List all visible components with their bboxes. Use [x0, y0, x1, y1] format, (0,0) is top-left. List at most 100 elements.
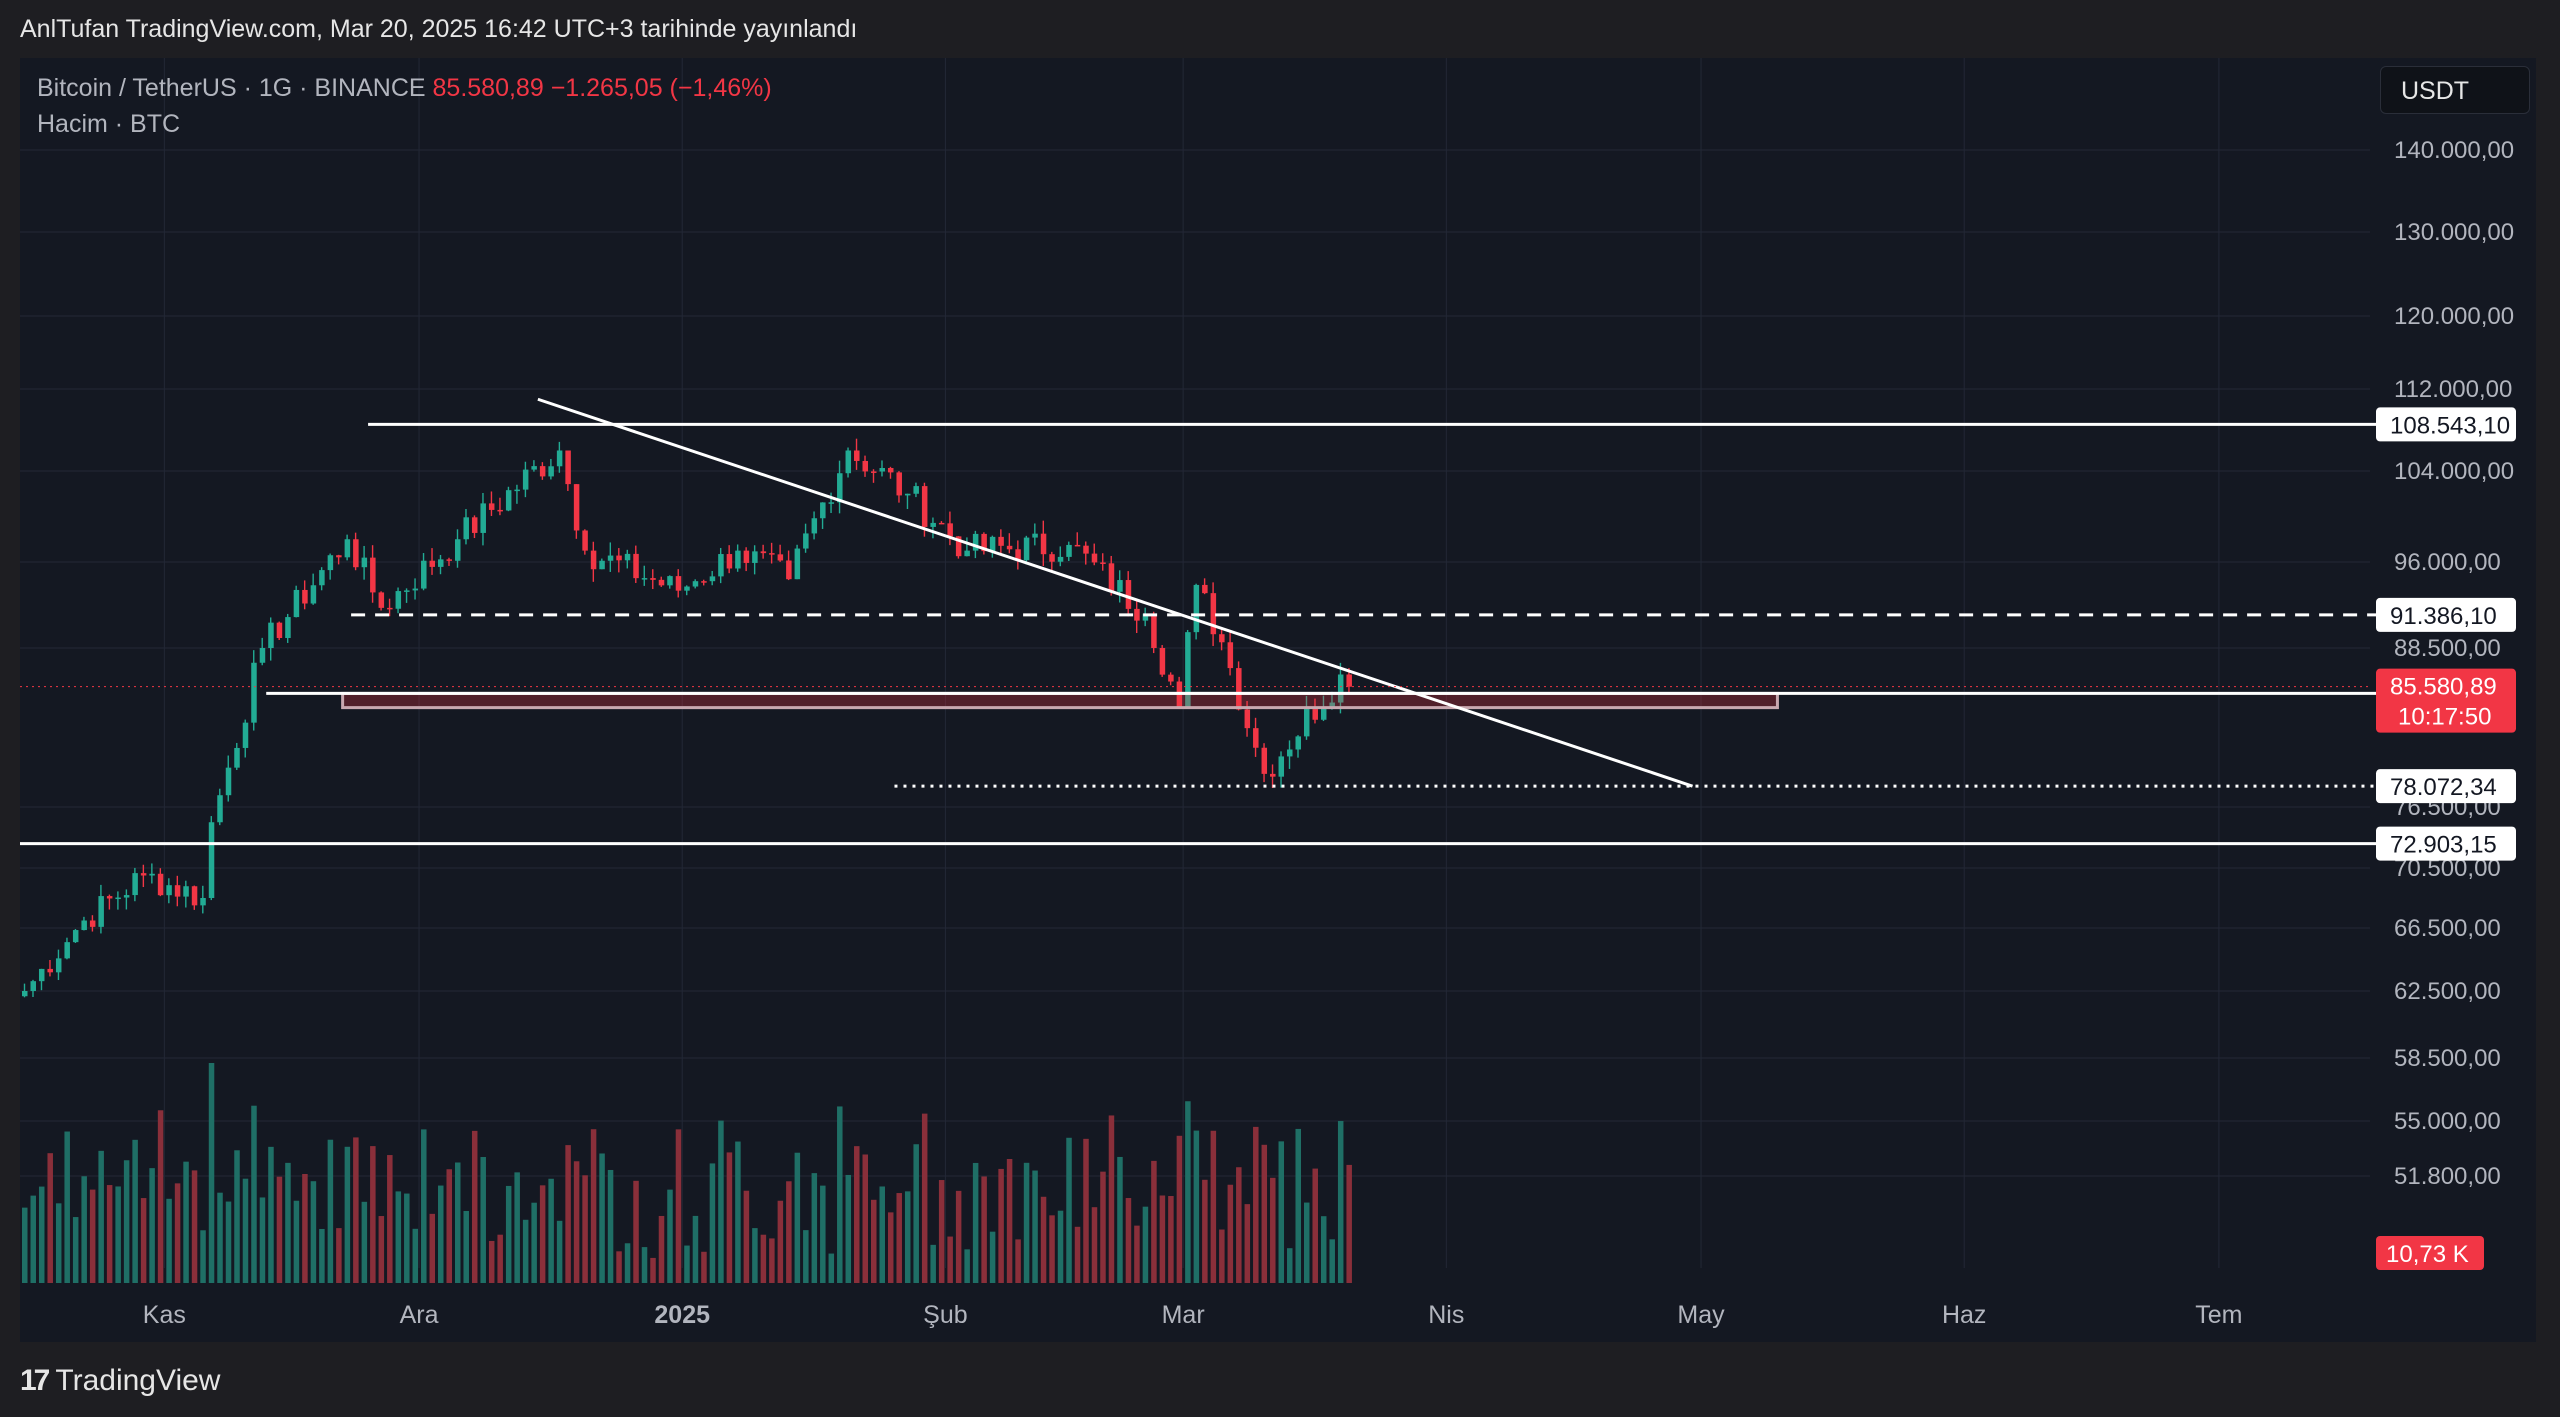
volume-bar	[1253, 1126, 1259, 1283]
volume-bar	[658, 1215, 665, 1283]
candle-body	[242, 722, 249, 748]
volume-bar	[650, 1257, 656, 1283]
volume-bar	[132, 1139, 138, 1283]
candle-body	[887, 467, 894, 473]
support-zone	[341, 691, 1779, 710]
volume-bar	[718, 1120, 724, 1283]
candle-body	[259, 648, 266, 663]
tradingview-brand[interactable]: 17 TradingView	[20, 1364, 220, 1398]
candle-body	[607, 555, 614, 561]
candle-body	[947, 523, 953, 537]
x-tick-label: May	[1677, 1301, 1725, 1329]
y-tick-label: 140.000,00	[2394, 137, 2514, 164]
candle-body	[387, 607, 393, 610]
volume-bar	[81, 1176, 87, 1283]
currency-button[interactable]: USDT	[2380, 66, 2530, 114]
candle-body	[98, 896, 104, 927]
candle-body	[183, 886, 189, 897]
volume-bar	[1185, 1101, 1191, 1283]
x-tick-label: Şub	[923, 1301, 967, 1329]
candle-body	[1049, 554, 1055, 562]
candle-body	[480, 503, 486, 533]
candle-body	[38, 968, 45, 982]
candle-body	[565, 450, 571, 485]
candle-body	[1185, 632, 1191, 708]
candle-body	[251, 662, 257, 723]
candle-body	[1125, 580, 1132, 609]
candle-body	[217, 795, 223, 823]
volume-bar	[1320, 1216, 1327, 1283]
volume-bar	[276, 1176, 283, 1283]
last-price-label: 85.580,89	[2390, 674, 2497, 701]
volume-bar	[64, 1131, 70, 1283]
volume-bar	[913, 1144, 919, 1283]
candle-body	[30, 981, 36, 991]
candle-body	[497, 509, 503, 512]
candle-body	[760, 551, 767, 554]
candle-body	[208, 822, 215, 898]
volume-bar	[573, 1161, 580, 1283]
volume-bar	[1108, 1115, 1115, 1283]
candle-body	[777, 554, 784, 561]
candle-body	[879, 467, 885, 472]
chart-area[interactable]	[20, 58, 2536, 1342]
volume-bar	[837, 1106, 843, 1283]
candle-body	[590, 550, 597, 570]
volume-bar	[1142, 1206, 1149, 1283]
candle-body	[378, 592, 385, 608]
candle-body	[820, 502, 826, 519]
volume-bar	[811, 1173, 818, 1283]
volume-bar	[293, 1200, 300, 1283]
volume-bar	[106, 1185, 113, 1283]
candle-body	[803, 533, 809, 549]
candle-body	[641, 578, 648, 580]
candle-body	[718, 554, 724, 577]
candle-body	[599, 560, 605, 570]
candle-body	[1015, 549, 1021, 561]
volume-bar	[582, 1175, 588, 1283]
volume-bar	[1134, 1225, 1140, 1283]
volume-bar	[1100, 1171, 1106, 1283]
candle-body	[522, 469, 529, 490]
candle-body	[1159, 647, 1166, 675]
candle-body	[896, 472, 902, 496]
volume-bar	[692, 1215, 699, 1283]
candle-body	[1023, 537, 1030, 561]
chart-legend: Bitcoin / TetherUS · 1G · BINANCE 85.580…	[37, 70, 772, 142]
volume-bar	[1006, 1158, 1013, 1283]
volume-bar	[1193, 1130, 1200, 1283]
volume-bar	[616, 1251, 622, 1283]
volume-bar	[47, 1153, 53, 1283]
candle-body	[938, 522, 945, 525]
candle-body	[89, 920, 96, 927]
candle-body	[234, 747, 240, 768]
candle-body	[904, 493, 911, 496]
volume-bar	[72, 1217, 79, 1283]
y-tick-label: 51.800,00	[2394, 1163, 2501, 1190]
volume-bar	[981, 1176, 987, 1283]
candle-body	[913, 486, 919, 494]
candle-body	[412, 588, 419, 591]
level-label: 78.072,34	[2390, 774, 2497, 801]
candle-body	[1253, 728, 1259, 748]
volume-bar	[1168, 1196, 1174, 1283]
volume-bar	[30, 1195, 36, 1283]
volume-bar	[522, 1219, 529, 1283]
candle-body	[174, 885, 181, 897]
volume-bar	[157, 1110, 164, 1283]
candle-body	[446, 559, 452, 561]
candle-body	[22, 991, 28, 997]
candle-body	[285, 617, 291, 639]
y-tick-label: 104.000,00	[2394, 458, 2514, 485]
candle-body	[955, 536, 962, 557]
volume-bar	[684, 1245, 690, 1283]
candle-body	[582, 530, 588, 551]
volume-bar	[1015, 1239, 1021, 1283]
volume-bar	[446, 1169, 452, 1283]
volume-bar	[429, 1213, 436, 1283]
candle-body	[1312, 709, 1318, 720]
price-chart[interactable]: 140.000,00 130.000,00 120.000,00 112.000,00…	[20, 58, 2536, 1342]
volume-bar	[488, 1240, 495, 1283]
volume-bar	[225, 1201, 232, 1283]
volume-bar	[242, 1178, 249, 1283]
